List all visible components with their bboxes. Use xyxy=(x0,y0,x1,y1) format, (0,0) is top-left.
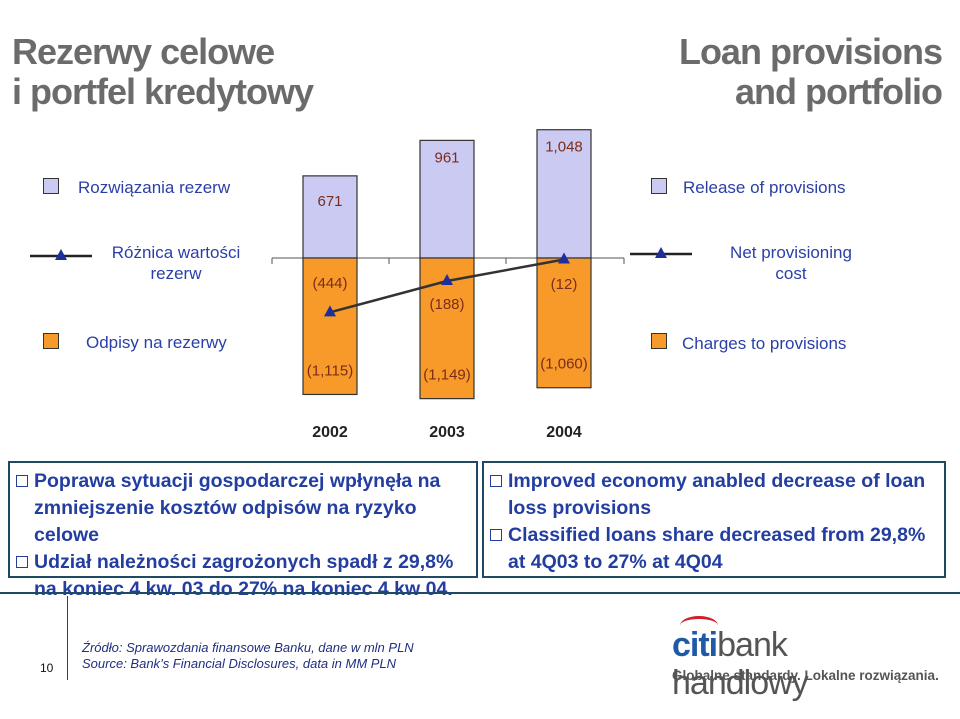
title-polish-line1: Rezerwy celowe xyxy=(12,31,275,72)
legend-net-label-pl: Różnica wartości rezerw xyxy=(95,242,257,284)
logo-tagline: Globalne standardy. Lokalne rozwiązania. xyxy=(672,668,939,683)
checkbox-bullet-icon xyxy=(490,529,502,541)
summary-pl-item-2: Udział należności zagrożonych spadł z 29… xyxy=(16,549,470,603)
summary-box-english: Improved economy anabled decrease of loa… xyxy=(482,461,946,578)
title-polish-line2: i portfel kredytowy xyxy=(12,71,314,112)
checkbox-bullet-icon xyxy=(490,475,502,487)
legend-net-label-en-line2: cost xyxy=(775,264,807,283)
citi-arc-icon xyxy=(680,616,718,635)
legend-release-label-pl: Rozwiązania rezerw xyxy=(78,178,231,197)
summary-pl-item-1: Poprawa sytuacji gospodarczej wpłynęła n… xyxy=(16,468,470,549)
net-point-2004 xyxy=(558,252,570,264)
source-note: Źródło: Sprawozdania finansowe Banku, da… xyxy=(82,640,414,672)
legend-net-label-en-line1: Net provisioning xyxy=(730,243,852,262)
title-english-line1: Loan provisions xyxy=(678,31,943,72)
release-bar-2003 xyxy=(419,139,475,259)
legend-charges-label-pl: Odpisy na rezerwy xyxy=(86,333,227,352)
release-bar-2002 xyxy=(302,175,358,259)
charges-bar-2004 xyxy=(536,257,592,389)
net-point-2002 xyxy=(324,305,336,317)
legend-net-label-en: Net provisioning cost xyxy=(700,242,882,284)
checkbox-bullet-icon xyxy=(16,556,28,568)
summary-en-item-1-text: Improved economy anabled decrease of loa… xyxy=(508,470,926,519)
net-label-2003: (188) xyxy=(429,296,464,313)
release-label-2003: 961 xyxy=(434,149,459,166)
legend-release-label-en: Release of provisions xyxy=(683,178,846,197)
logo-citi-text: citi xyxy=(672,626,718,664)
net-label-2002: (444) xyxy=(312,275,347,292)
citibank-handlowy-logo: citibank handlowy Globalne standardy. Lo… xyxy=(672,616,939,702)
legend-release-swatch-right xyxy=(651,178,667,194)
legend-line-marker-right xyxy=(630,247,692,258)
net-label-2004: (12) xyxy=(551,276,578,293)
logo-rest-text: bank handlowy xyxy=(672,626,809,702)
footer-divider xyxy=(0,592,960,594)
charges-label-2003: (1,149) xyxy=(423,367,471,384)
title-polish: Rezerwy celowe i portfel kredytowy xyxy=(12,31,314,112)
logo-wordmark: citibank handlowy xyxy=(672,626,922,702)
source-note-pl: Źródło: Sprawozdania finansowe Banku, da… xyxy=(82,640,414,655)
charges-bar-2002 xyxy=(302,257,358,396)
summary-en-item-2-text: Classified loans share decreased from 29… xyxy=(508,524,926,573)
net-point-2003 xyxy=(441,274,453,286)
summary-en-item-2: Classified loans share decreased from 29… xyxy=(490,522,938,576)
summary-en-item-1: Improved economy anabled decrease of loa… xyxy=(490,468,938,522)
legend-net-label-pl-line2: rezerw xyxy=(150,264,202,283)
provisions-chart: 671 (1,115) 2002 961 (1,149) 2003 1,048 (1,060)… xyxy=(271,129,625,441)
release-bar-2004 xyxy=(536,129,592,259)
category-label-2002: 2002 xyxy=(312,424,348,441)
title-english: Loan provisions and portfolio xyxy=(678,31,943,112)
summary-pl-item-1-text: Poprawa sytuacji gospodarczej wpłynęła n… xyxy=(34,470,441,546)
release-label-2002: 671 xyxy=(317,193,342,210)
legend-release-swatch-left xyxy=(43,178,59,194)
page-number: 10 xyxy=(40,661,54,675)
legend-line-marker-left xyxy=(30,249,92,260)
summary-pl-item-2-text: Udział należności zagrożonych spadł z 29… xyxy=(34,551,454,600)
release-label-2004: 1,048 xyxy=(545,139,583,156)
charges-label-2002: (1,115) xyxy=(307,362,353,379)
legend-charges-swatch-left xyxy=(43,333,59,349)
summary-box-polish: Poprawa sytuacji gospodarczej wpłynęła n… xyxy=(8,461,478,600)
legend-charges-label-en: Charges to provisions xyxy=(682,334,847,353)
category-label-2004: 2004 xyxy=(546,424,582,441)
legend-charges-swatch-right xyxy=(651,333,667,349)
checkbox-bullet-icon xyxy=(16,475,28,487)
category-label-2003: 2003 xyxy=(429,424,465,441)
title-english-line2: and portfolio xyxy=(735,71,943,112)
footer-vertical-divider xyxy=(67,596,68,680)
legend-net-label-pl-line1: Różnica wartości xyxy=(111,243,241,262)
source-note-en: Source: Bank’s Financial Disclosures, da… xyxy=(82,656,397,671)
charges-label-2004: (1,060) xyxy=(540,356,588,373)
